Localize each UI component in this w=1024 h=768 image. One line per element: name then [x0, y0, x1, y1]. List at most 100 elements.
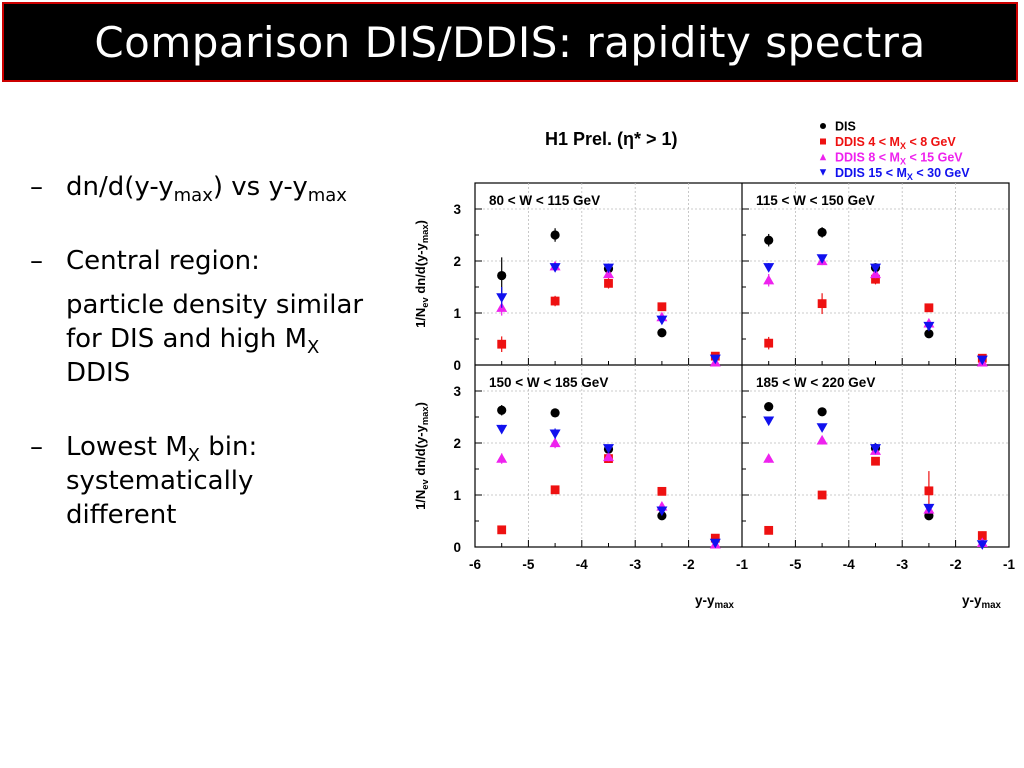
- legend-label: DDIS 4 < MX < 8 GeV: [835, 135, 956, 151]
- data-point: [817, 407, 827, 417]
- data-point: [604, 278, 613, 288]
- data-point: [870, 263, 881, 274]
- data-point: [549, 263, 561, 273]
- data-point: [497, 405, 507, 415]
- data-point: [710, 533, 720, 543]
- data-point: [603, 451, 614, 462]
- legend-marker: [820, 123, 826, 129]
- data-point: [709, 538, 721, 549]
- data-point: [656, 315, 668, 326]
- data-point: [550, 408, 560, 418]
- data-point: [763, 274, 775, 285]
- data-point: [923, 321, 935, 332]
- data-point: [550, 230, 560, 240]
- y-tick-label: 1: [453, 488, 461, 503]
- x-tick-label: -3: [629, 557, 641, 572]
- x-tick-label: -1: [736, 557, 748, 572]
- x-tick-label: -4: [576, 557, 588, 572]
- panel-label: 150 < W < 185 GeV: [489, 375, 608, 390]
- bullet-text: Central region: particle density similar…: [66, 246, 364, 388]
- bullet-dash: –: [30, 432, 43, 462]
- x-tick-label: -1: [1003, 557, 1015, 572]
- legend-marker: [819, 153, 827, 161]
- legend-marker: [820, 138, 826, 145]
- data-point: [870, 268, 881, 279]
- data-point: [657, 328, 667, 338]
- data-point: [924, 303, 934, 313]
- legend-label: DIS: [835, 120, 856, 134]
- title-bar: Comparison DIS/DDIS: rapidity spectra: [2, 2, 1018, 82]
- data-point: [497, 339, 507, 349]
- data-point: [977, 531, 987, 540]
- panel-label: 115 < W < 150 GeV: [756, 193, 875, 208]
- data-point: [763, 416, 775, 427]
- data-point: [496, 424, 508, 435]
- data-point: [923, 503, 935, 514]
- data-point: [496, 293, 508, 303]
- data-point: [816, 254, 828, 264]
- bullet-text: dn/d(y-ymax) vs y-ymax: [66, 172, 347, 206]
- legend-marker: [819, 169, 827, 176]
- x-tick-label: -6: [469, 557, 481, 572]
- legend-label: DDIS 8 < MX < 15 GeV: [835, 151, 963, 167]
- data-point: [816, 434, 828, 445]
- data-point: [817, 299, 827, 309]
- data-point: [550, 296, 560, 306]
- data-point: [549, 437, 561, 448]
- data-point: [764, 338, 774, 348]
- x-axis-label: y-ymax: [695, 593, 735, 611]
- bullet-item: – Lowest MX bin: systematically differen…: [30, 430, 370, 532]
- y-tick-label: 2: [453, 254, 461, 269]
- data-point: [657, 302, 667, 312]
- data-point: [763, 453, 775, 463]
- bullet-item: – dn/d(y-ymax) vs y-ymax: [30, 170, 370, 206]
- y-tick-label: 0: [453, 540, 461, 555]
- x-tick-label: -3: [896, 557, 908, 572]
- x-tick-label: -5: [522, 557, 534, 572]
- data-point: [657, 486, 667, 496]
- x-tick-label: -4: [843, 557, 855, 572]
- data-point: [764, 525, 774, 535]
- data-point: [817, 490, 827, 500]
- y-tick-label: 1: [453, 306, 461, 321]
- data-point: [656, 506, 668, 517]
- data-point: [924, 329, 934, 339]
- data-point: [603, 263, 614, 274]
- y-tick-label: 2: [453, 436, 461, 451]
- bullet-dash: –: [30, 172, 43, 202]
- y-axis-label: 1/Nev dn/d(y-ymax): [413, 220, 430, 328]
- data-point: [549, 429, 561, 440]
- chart-title: H1 Prel. (η* > 1): [545, 129, 678, 149]
- bullet-dash: –: [30, 246, 43, 276]
- data-point: [709, 354, 721, 365]
- data-point: [550, 485, 560, 495]
- y-tick-label: 0: [453, 358, 461, 373]
- data-point: [603, 268, 614, 279]
- data-point: [764, 402, 774, 412]
- data-point: [871, 274, 880, 284]
- y-tick-label: 3: [453, 202, 461, 217]
- slide-title: Comparison DIS/DDIS: rapidity spectra: [94, 17, 926, 67]
- data-point: [763, 263, 775, 273]
- data-point: [496, 453, 508, 463]
- data-point: [817, 227, 827, 237]
- data-point: [816, 423, 828, 433]
- data-point: [870, 444, 881, 454]
- bullet-text: Lowest MX bin: systematically different: [66, 432, 258, 530]
- data-point: [871, 456, 880, 466]
- y-axis-label: 1/Nev dn/d(y-ymax): [413, 402, 430, 510]
- data-point: [976, 355, 988, 366]
- y-tick-label: 3: [453, 384, 461, 399]
- data-point: [603, 444, 614, 454]
- data-point: [497, 525, 507, 535]
- bullet-item: – Central region: particle density simil…: [30, 244, 370, 390]
- x-tick-label: -5: [789, 557, 801, 572]
- panel-label: 80 < W < 115 GeV: [489, 193, 600, 208]
- bullet-list: – dn/d(y-ymax) vs y-ymax – Central regio…: [30, 170, 370, 572]
- x-axis-label: y-ymax: [962, 593, 1002, 611]
- data-point: [924, 486, 934, 496]
- panel-label: 185 < W < 220 GeV: [756, 375, 875, 390]
- data-point: [764, 235, 774, 245]
- data-point: [497, 270, 507, 281]
